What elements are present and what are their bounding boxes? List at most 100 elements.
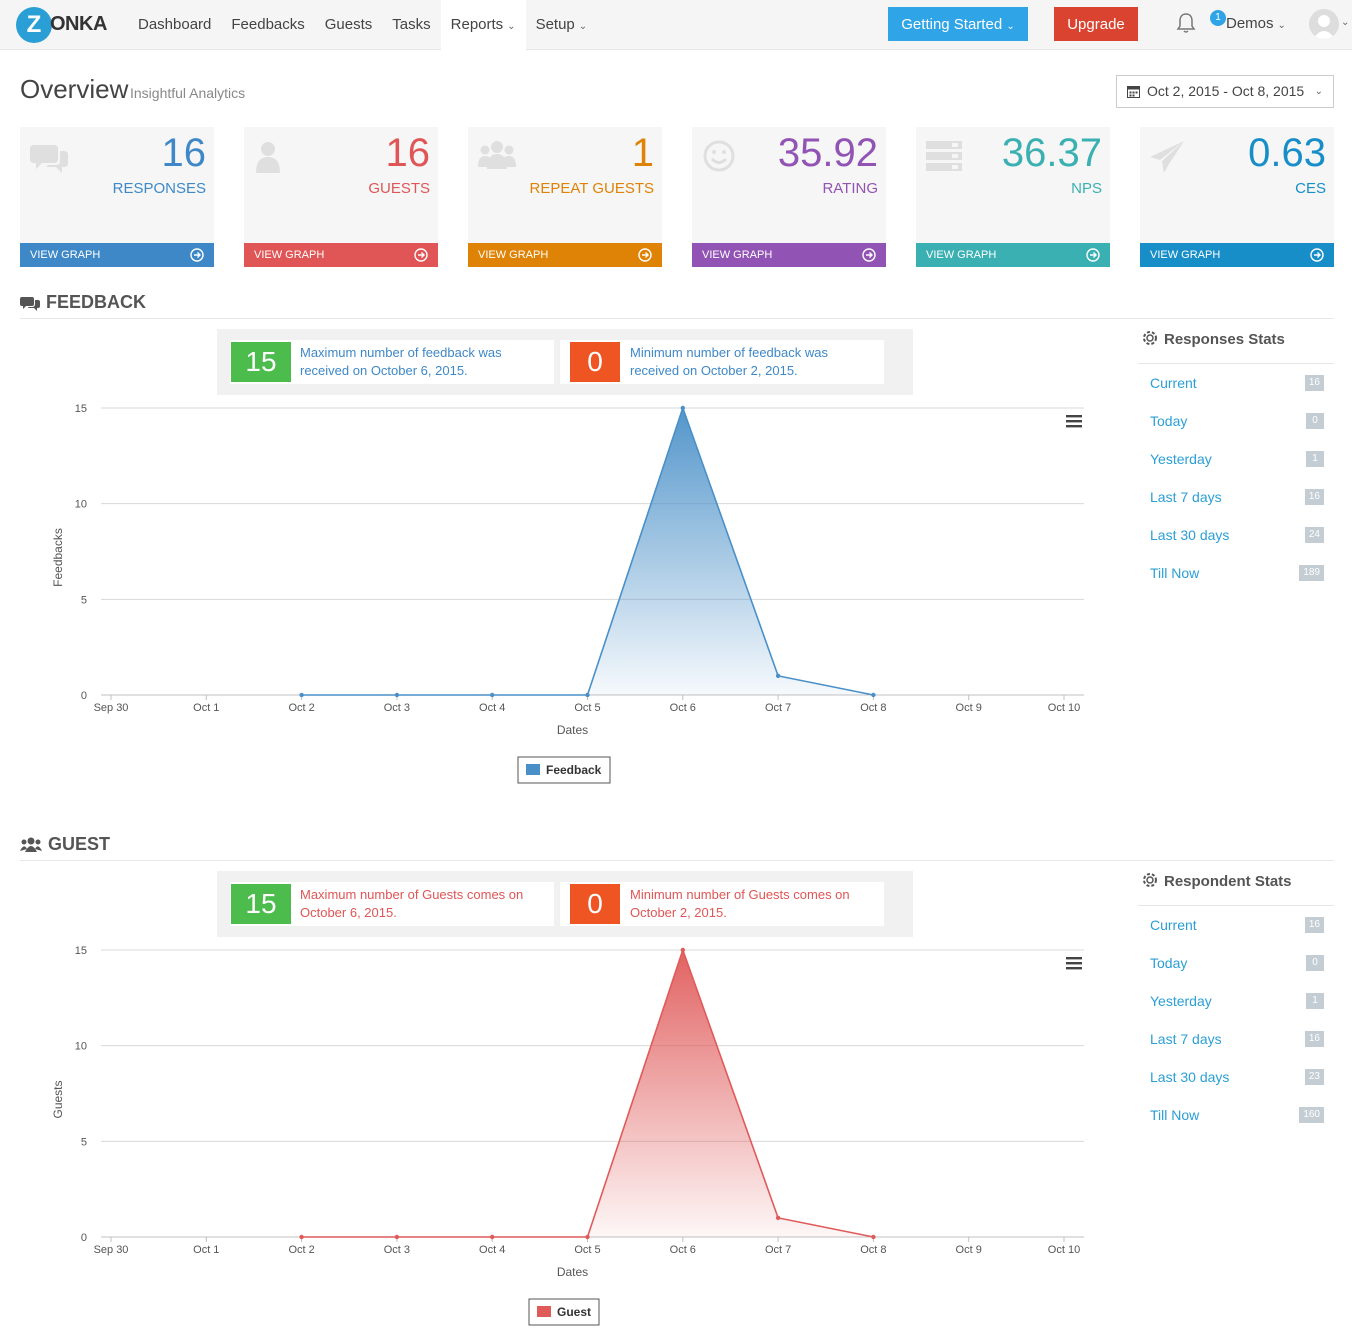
user-name-label: Demos (1226, 15, 1274, 32)
view-graph-button[interactable]: VIEW GRAPH (916, 243, 1110, 267)
nav-dashboard[interactable]: Dashboard (138, 16, 212, 33)
date-range-label: Oct 2, 2015 - Oct 8, 2015 (1147, 83, 1305, 99)
x-tick-label: Oct 1 (193, 1244, 219, 1256)
user-avatar-icon (1313, 15, 1335, 39)
stat-card-label: NPS (1071, 180, 1102, 197)
feedback-min-text: Minimum number of feedback was received … (630, 345, 828, 378)
view-graph-button[interactable]: VIEW GRAPH (20, 243, 214, 267)
y-tick-label: 10 (75, 1041, 87, 1053)
date-range-picker[interactable]: Oct 2, 2015 - Oct 8, 2015 ⌄ (1116, 75, 1334, 108)
zonka-logo[interactable]: Z ONKA (16, 7, 107, 43)
x-tick-label: Oct 4 (479, 702, 505, 714)
stat-card-rating: 35.92 RATING VIEW GRAPH (692, 127, 886, 267)
stats-row: Last 7 days 16 (1138, 1020, 1334, 1058)
getting-started-button[interactable]: Getting Started ⌄ (888, 7, 1028, 41)
view-graph-label: VIEW GRAPH (254, 249, 325, 261)
guest-min-item: 0 Minimum number of Guests comes on Octo… (560, 882, 884, 926)
chevron-down-icon: ⌄ (1277, 20, 1286, 31)
data-point (585, 1234, 590, 1240)
x-tick-label: Sep 30 (94, 1244, 129, 1256)
stats-row-label[interactable]: Today (1150, 955, 1188, 971)
page-subtitle: Insightful Analytics (130, 85, 246, 101)
stats-row: Last 7 days 16 (1138, 478, 1334, 516)
view-graph-button[interactable]: VIEW GRAPH (468, 243, 662, 267)
user-menu[interactable]: Demos ⌄ (1226, 15, 1286, 32)
main-nav: Dashboard Feedbacks Guests Tasks Reports… (128, 0, 597, 50)
stats-row-label[interactable]: Yesterday (1150, 993, 1212, 1009)
guest-min-value: 0 (570, 884, 620, 924)
stats-row-label[interactable]: Last 30 days (1150, 527, 1230, 543)
y-tick-label: 0 (81, 690, 87, 702)
nav-guests[interactable]: Guests (324, 16, 373, 33)
avatar[interactable] (1309, 9, 1339, 39)
feedback-info-box: 15 Maximum number of feedback was receiv… (217, 329, 913, 395)
series-line (301, 405, 874, 696)
stat-card-label: GUESTS (368, 180, 430, 197)
stats-row-label[interactable]: Yesterday (1150, 451, 1212, 467)
x-tick-label: Oct 2 (288, 702, 314, 714)
nav-reports[interactable]: Reports ⌄ (440, 0, 526, 50)
chart-legend[interactable]: Feedback (517, 756, 611, 784)
legend-swatch (537, 1306, 551, 1317)
stats-row-label[interactable]: Last 30 days (1150, 1069, 1230, 1085)
feedback-chart-svg: 0 5 10 15 Sep 30 Oct 1 Oct 2 Oct 3 Oct 4 Oct 5 Oct… (51, 403, 1084, 784)
data-point (394, 692, 400, 698)
server-icon (926, 141, 962, 171)
bell-icon[interactable] (1176, 12, 1196, 34)
stats-row-label[interactable]: Till Now (1150, 565, 1200, 581)
stats-row: Today 0 (1138, 944, 1334, 982)
view-graph-button[interactable]: VIEW GRAPH (244, 243, 438, 267)
chevron-down-icon[interactable]: ⌄ (1341, 17, 1350, 28)
users-icon (478, 141, 516, 169)
series-area (301, 950, 874, 1237)
legend-label: Feedback (546, 763, 602, 777)
x-axis-title: Dates (557, 723, 588, 737)
logo-circle: Z (16, 7, 52, 43)
arrow-circle-right-icon (1086, 248, 1100, 262)
stats-row-label[interactable]: Till Now (1150, 1107, 1200, 1123)
chevron-down-icon: ⌄ (578, 21, 588, 32)
x-tick-label: Oct 6 (670, 1244, 696, 1256)
responses-stats-list: Current 16 Today 0 Yesterday 1 Last 7 days 16 La… (1138, 364, 1334, 592)
menu-icon-bar (1066, 415, 1082, 418)
user-icon (256, 142, 280, 173)
nav-feedbacks[interactable]: Feedbacks (231, 16, 305, 33)
stats-row: Yesterday 1 (1138, 982, 1334, 1020)
x-tick-label: Sep 30 (94, 702, 129, 714)
upgrade-button[interactable]: Upgrade (1054, 7, 1138, 41)
guest-chart-svg: 0 5 10 15 Sep 30 Oct 1 Oct 2 Oct 3 Oct 4 Oct 5 Oct… (51, 945, 1084, 1326)
x-tick-label: Oct 10 (1048, 702, 1080, 714)
nav-tasks[interactable]: Tasks (392, 16, 431, 33)
stat-card-label: CES (1295, 180, 1326, 197)
respondent-stats-panel: Respondent Stats Current 16 Today 0 Yesterda… (1138, 870, 1334, 1134)
stat-card-value: 35.92 (777, 131, 878, 175)
x-tick-label: Oct 10 (1048, 1244, 1080, 1256)
arrow-circle-right-icon (862, 248, 876, 262)
x-tick-label: Oct 6 (670, 702, 696, 714)
getting-started-label: Getting Started (901, 15, 1003, 33)
stats-row-label[interactable]: Current (1150, 917, 1197, 933)
top-navbar: Z ONKA Dashboard Feedbacks Guests Tasks … (0, 0, 1352, 50)
users-icon (20, 837, 42, 852)
stat-card-value: 16 (385, 131, 431, 175)
stats-row-label[interactable]: Last 7 days (1150, 489, 1222, 505)
chart-legend[interactable]: Guest (528, 1298, 600, 1326)
x-tick-label: Oct 5 (574, 702, 600, 714)
stats-count-badge: 16 (1304, 1031, 1324, 1047)
view-graph-button[interactable]: VIEW GRAPH (692, 243, 886, 267)
x-tick-label: Oct 1 (193, 702, 219, 714)
y-tick-label: 10 (75, 499, 87, 511)
menu-icon[interactable] (1066, 957, 1082, 970)
notification-badge: 1 (1210, 10, 1226, 26)
menu-icon[interactable] (1066, 415, 1082, 428)
nav-setup[interactable]: Setup ⌄ (526, 0, 598, 50)
view-graph-label: VIEW GRAPH (30, 249, 101, 261)
series-area (301, 408, 874, 695)
stats-row-label[interactable]: Last 7 days (1150, 1031, 1222, 1047)
series-line (301, 947, 874, 1238)
stats-row-label[interactable]: Today (1150, 413, 1188, 429)
stats-row-label[interactable]: Current (1150, 375, 1197, 391)
stat-card-value: 36.37 (1001, 131, 1102, 175)
data-point (871, 1234, 876, 1240)
view-graph-button[interactable]: VIEW GRAPH (1140, 243, 1334, 267)
